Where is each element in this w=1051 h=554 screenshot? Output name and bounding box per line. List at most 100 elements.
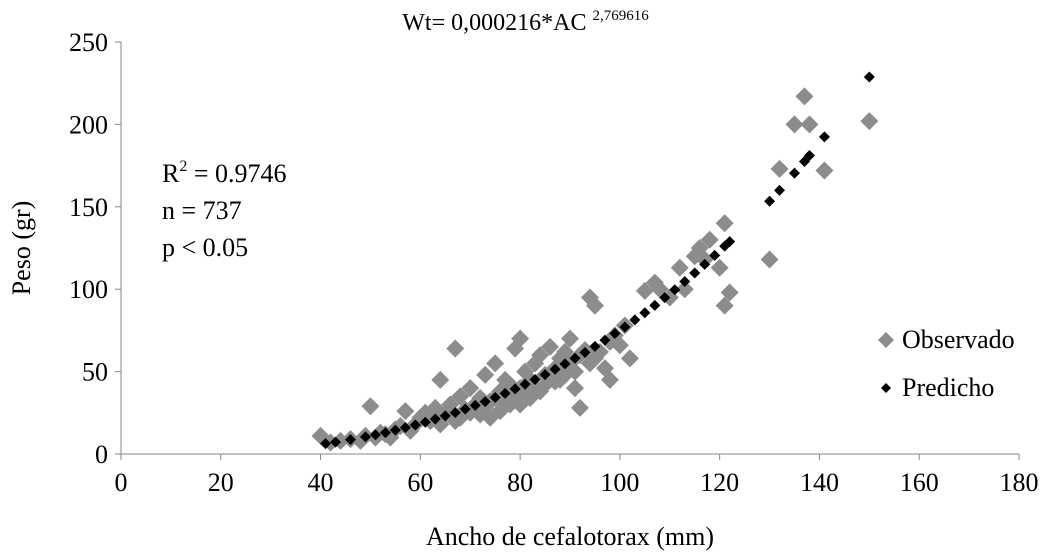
legend-item-predicho: Predicho — [876, 364, 1015, 412]
observed-point — [715, 296, 734, 315]
x-tick-label: 80 — [507, 468, 533, 497]
observed-point — [511, 329, 530, 348]
x-tick-label: 120 — [700, 468, 739, 497]
predicted-point — [330, 436, 342, 448]
observed-point — [496, 370, 515, 389]
observed-point — [800, 115, 819, 134]
predicted-point — [499, 387, 511, 399]
legend-label-predicho: Predicho — [902, 373, 995, 402]
observed-point — [610, 336, 629, 355]
predicted-point — [579, 346, 591, 358]
predicted-point — [369, 429, 381, 441]
predicted-point — [639, 307, 651, 319]
y-tick-label: 0 — [95, 440, 108, 469]
predicted-point — [389, 424, 401, 436]
predicted-point — [409, 419, 421, 431]
observed-point — [795, 87, 814, 106]
predicted-point — [619, 321, 631, 333]
predicted-point — [789, 167, 800, 179]
y-tick-label: 250 — [69, 28, 108, 57]
predicted-point — [609, 328, 621, 340]
p-value-label: p < 0.05 — [162, 233, 249, 262]
predicted-point — [569, 352, 581, 364]
observed-point — [361, 397, 380, 416]
predicted-point — [669, 284, 681, 296]
y-axis-label: Peso (gr) — [7, 201, 36, 296]
predicted-point — [509, 383, 521, 395]
x-tick-label: 0 — [115, 468, 128, 497]
observed-point — [635, 281, 654, 300]
x-tick-label: 40 — [308, 468, 334, 497]
x-tick-label: 160 — [900, 468, 939, 497]
observed-point — [675, 280, 694, 299]
y-tick-label: 200 — [69, 110, 108, 139]
x-tick-label: 100 — [600, 468, 639, 497]
chart-title: Wt= 0,000216*AC 2,769616 — [0, 8, 1051, 37]
x-axis-label: Ancho de cefalotorax (mm) — [426, 522, 714, 551]
predicted-point — [774, 184, 786, 196]
observed-point — [501, 395, 520, 414]
observed-point — [461, 379, 480, 398]
predicted-point — [489, 391, 501, 403]
legend-marker-observado — [878, 332, 894, 348]
predicted-point — [419, 416, 431, 428]
observed-point — [760, 250, 779, 269]
predicted-point — [539, 369, 551, 381]
predicted-point — [439, 410, 451, 422]
predicted-point — [589, 340, 601, 352]
legend-label-observado: Observado — [902, 325, 1015, 354]
x-tick-label: 20 — [208, 468, 234, 497]
observed-point — [710, 258, 729, 277]
legend-item-observado: Observado — [876, 316, 1015, 364]
predicted-point — [449, 407, 461, 419]
predicted-point — [818, 131, 830, 143]
observed-point — [431, 370, 450, 389]
x-tick-label: 140 — [800, 468, 839, 497]
predicted-point — [479, 396, 491, 408]
predicted-point — [429, 413, 441, 425]
predicted-point — [699, 258, 711, 270]
observed-point — [785, 115, 804, 134]
predicted-point — [724, 236, 736, 248]
predicted-point — [379, 427, 391, 439]
predicted-point — [529, 374, 541, 386]
predicted-point — [659, 292, 671, 304]
x-tick-label: 60 — [407, 468, 433, 497]
observed-point — [446, 339, 465, 358]
observed-point — [396, 402, 415, 421]
observed-point — [565, 379, 584, 398]
predicted-point — [399, 422, 411, 434]
predicted-point — [679, 275, 691, 287]
predicted-point — [689, 267, 701, 279]
predicted-point — [459, 403, 471, 415]
predicted-point — [320, 438, 332, 450]
predicted-point — [344, 434, 356, 446]
predicted-point — [559, 358, 571, 370]
y-tick-label: 100 — [69, 275, 108, 304]
y-tick-label: 50 — [82, 358, 108, 387]
observed-point — [600, 370, 619, 389]
observed-point — [565, 362, 584, 381]
sample-size-label: n = 737 — [162, 196, 242, 225]
observed-point — [541, 337, 560, 356]
title-formula: Wt= 0,000216*AC — [402, 10, 587, 36]
legend-marker-predicho — [881, 383, 891, 393]
y-tick-label: 150 — [69, 193, 108, 222]
predicted-point — [599, 334, 611, 346]
predicted-point — [469, 399, 481, 411]
observed-point — [770, 159, 789, 178]
observed-point — [720, 283, 739, 302]
stats-annotation: R2 = 0.9746 n = 737 p < 0.05 — [162, 148, 287, 266]
observed-point — [620, 349, 639, 368]
observed-point — [700, 230, 719, 249]
title-exponent: 2,769616 — [592, 8, 649, 24]
observed-point — [815, 161, 834, 180]
observed-point — [585, 296, 604, 315]
predicted-point — [863, 71, 875, 83]
observed-point — [486, 354, 505, 373]
predicted-point — [519, 378, 531, 390]
predicted-point — [764, 195, 776, 207]
observed-point — [570, 398, 589, 417]
predicted-point — [629, 314, 641, 326]
